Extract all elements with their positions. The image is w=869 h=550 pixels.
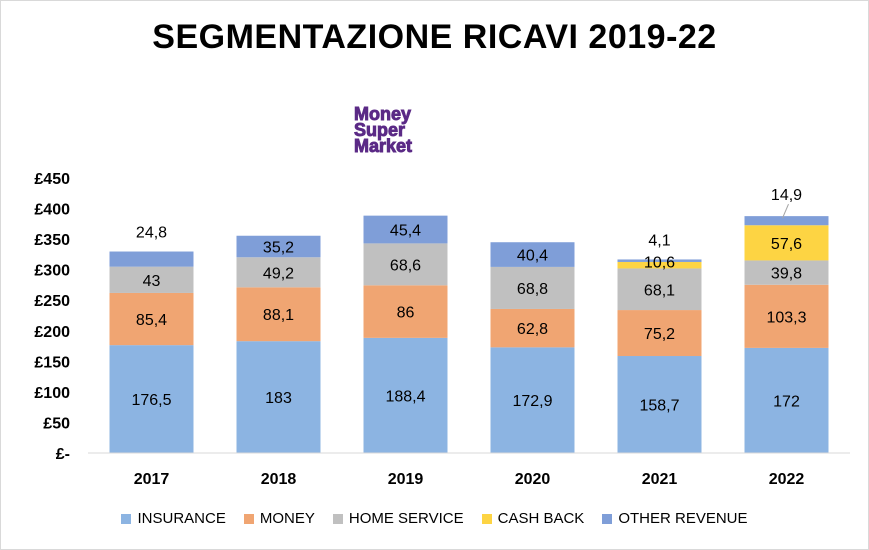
y-tick-label: £200 (34, 324, 70, 341)
bars: 176,5 85,4 43 24,8 183 88,1 49,2 35,2 188,4 86 68,… (109, 187, 829, 453)
bar-segment (617, 259, 702, 262)
chart-title: SEGMENTAZIONE RICAVI 2019-22 (152, 18, 717, 56)
legend-label: CASH BACK (497, 510, 585, 527)
legend-label: INSURANCE (137, 510, 226, 527)
data-label: 39,8 (771, 266, 802, 283)
data-label: 68,8 (517, 281, 548, 298)
bar-segment (363, 243, 448, 286)
data-label: 68,6 (390, 257, 421, 274)
logo-line-3: Market (354, 136, 412, 155)
legend-item: INSURANCE (121, 510, 226, 527)
data-label: 172 (773, 393, 800, 410)
x-tick-label: 2017 (134, 471, 170, 488)
data-label: 172,9 (512, 393, 552, 410)
legend-item: OTHER REVENUE (602, 510, 748, 527)
y-tick-label: £150 (34, 354, 70, 371)
bar-segment (490, 347, 575, 453)
legend-swatch (332, 513, 343, 524)
y-tick-label: £50 (43, 415, 70, 432)
data-label: 40,4 (517, 248, 548, 265)
legend-swatch (243, 513, 254, 524)
y-tick-label: £350 (34, 232, 70, 249)
x-tick-label: 2018 (261, 471, 297, 488)
legend: INSURANCE MONEY HOME SERVICE CASH BACK OTHER… (0, 510, 869, 527)
bar-segment (744, 347, 829, 453)
data-label: 75,2 (644, 326, 675, 343)
y-tick-label: £- (56, 446, 70, 463)
x-tick-label: 2021 (642, 471, 678, 488)
data-label: 158,7 (639, 398, 679, 415)
bar-segment (744, 284, 829, 348)
data-label: 62,8 (517, 321, 548, 338)
data-label: 183 (265, 390, 292, 407)
data-label: 68,1 (644, 282, 675, 299)
legend-swatch (481, 513, 492, 524)
legend-item: CASH BACK (481, 510, 585, 527)
data-label: 14,9 (771, 187, 802, 204)
bar-segment (236, 235, 321, 258)
label-leader-line (782, 203, 789, 219)
y-tick-label: £100 (34, 385, 70, 402)
bar-segment (617, 261, 702, 269)
moneysupermarket-logo: Money Super Market (354, 104, 413, 155)
y-axis: £- £50 £100 £150 £200 £250 £300 £350 £400 £450 (34, 171, 70, 463)
y-tick-label: £400 (34, 202, 70, 219)
data-label: 188,4 (385, 388, 425, 405)
x-axis: 2017 2018 2019 2020 2021 2022 (88, 452, 850, 488)
data-label: 43 (143, 273, 161, 290)
bar-segment (236, 341, 321, 453)
bar-segment (744, 225, 829, 261)
bar-segment (109, 251, 194, 267)
data-label: 4,1 (648, 232, 670, 249)
data-label: 176,5 (131, 392, 171, 409)
y-tick-label: £250 (34, 293, 70, 310)
bar-segment (490, 242, 575, 267)
bar-segment (617, 356, 702, 453)
x-tick-label: 2020 (515, 471, 551, 488)
y-tick-label: £450 (34, 171, 70, 188)
bar-segment (617, 268, 702, 311)
data-label: 35,2 (263, 240, 294, 257)
logo-line-1: Money (354, 104, 411, 124)
bar-segment (236, 257, 321, 288)
bar-segment (109, 345, 194, 453)
legend-label: OTHER REVENUE (618, 510, 748, 527)
data-label: 88,1 (263, 307, 294, 324)
legend-swatch (121, 513, 132, 524)
data-label: 49,2 (263, 265, 294, 282)
bar-segment (490, 266, 575, 309)
bar-segment (109, 292, 194, 346)
data-label: 103,3 (766, 309, 806, 326)
data-label: 45,4 (390, 223, 421, 240)
legend-swatch (602, 513, 613, 524)
legend-item: HOME SERVICE (332, 510, 464, 527)
logo-line-2: Super (354, 120, 405, 140)
bar-segment (744, 260, 829, 285)
data-label: 10,6 (644, 254, 675, 271)
x-tick-label: 2019 (388, 471, 424, 488)
bar-segment (363, 337, 448, 453)
x-tick-label: 2022 (769, 471, 805, 488)
bar-segment (617, 310, 702, 357)
legend-label: HOME SERVICE (348, 510, 464, 527)
bar-segment (363, 215, 448, 244)
bar-segment (744, 216, 829, 226)
data-label: 57,6 (771, 236, 802, 253)
legend-item: MONEY (243, 510, 315, 527)
legend-label: MONEY (259, 510, 315, 527)
bar-segment (490, 308, 575, 348)
data-label: 86 (397, 305, 415, 322)
y-tick-label: £300 (34, 263, 70, 280)
bar-segment (236, 287, 321, 342)
data-label: 24,8 (136, 225, 167, 242)
bar-segment (363, 285, 448, 338)
data-label: 85,4 (136, 312, 167, 329)
bar-segment (109, 266, 194, 293)
